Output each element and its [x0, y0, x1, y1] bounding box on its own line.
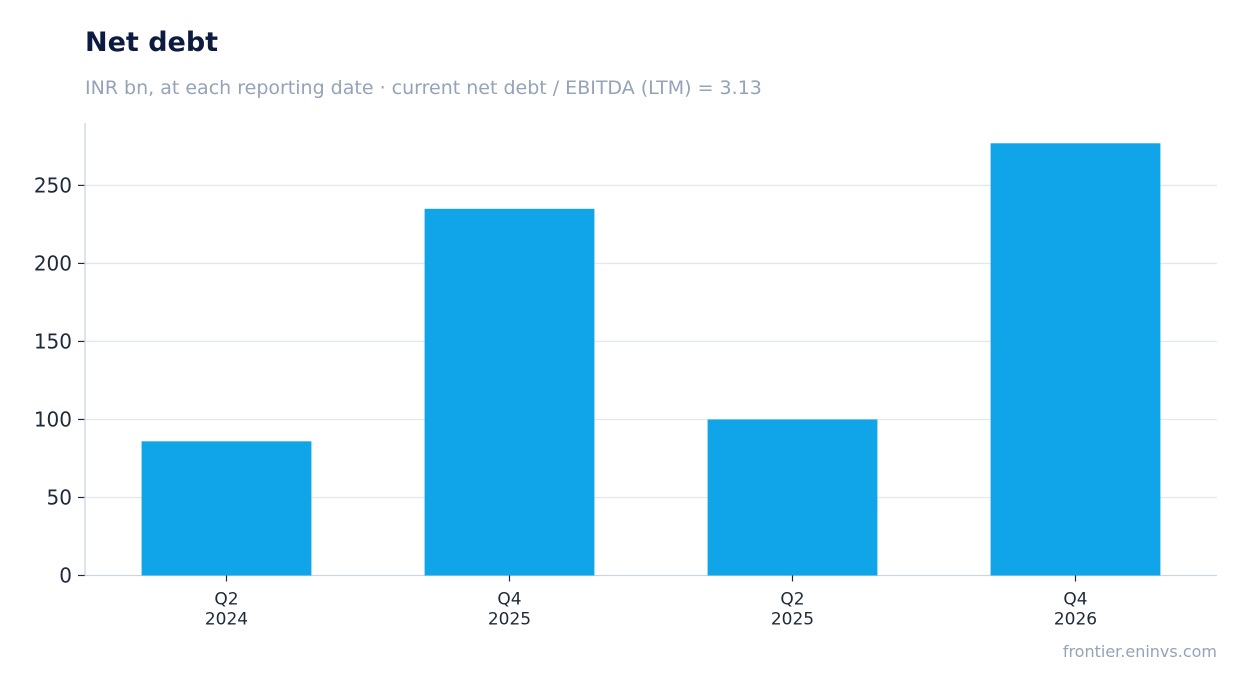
x-tick-label: Q2 2025	[771, 590, 814, 630]
x-tick-label: Q4 2025	[488, 590, 531, 630]
bar-q2-2024	[141, 441, 312, 576]
x-tick-label-line: Q4	[1063, 590, 1087, 610]
x-tick-label-line: 2026	[1054, 610, 1097, 630]
y-tick-label: 0	[59, 564, 72, 588]
x-tick-label-line: Q4	[497, 590, 521, 610]
bar-q2-2025	[707, 419, 878, 576]
x-tick-label-line: Q2	[780, 590, 804, 610]
x-tick-label: Q2 2024	[205, 590, 248, 630]
x-tick-label-line: 2025	[771, 610, 814, 630]
y-tick-label: 150	[34, 329, 72, 353]
y-tick-label: 200	[34, 251, 72, 275]
y-tick-label: 250	[34, 173, 72, 197]
x-tick-label-line: 2024	[205, 610, 248, 630]
y-tick-label: 100	[34, 407, 72, 431]
x-tick-label-line: Q2	[214, 590, 238, 610]
x-tick-label: Q4 2026	[1054, 590, 1097, 630]
chart-title: Net debt	[85, 27, 219, 58]
bar-q4-2026	[990, 143, 1161, 576]
chart-subtitle: INR bn, at each reporting date · current…	[85, 77, 762, 99]
bar-q4-2025	[424, 208, 595, 576]
y-tick-label: 50	[47, 485, 72, 509]
x-tick-label-line: 2025	[488, 610, 531, 630]
source-attribution: frontier.eninvs.com	[1062, 642, 1217, 661]
